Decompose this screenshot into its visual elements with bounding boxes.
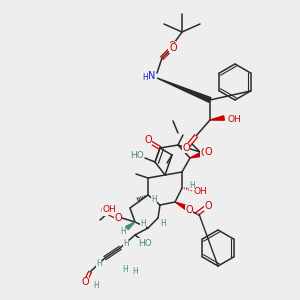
Text: H: H [93,281,99,290]
Polygon shape [175,202,188,210]
Text: O: O [169,43,177,53]
Polygon shape [210,116,224,120]
Text: H: H [151,196,157,205]
Text: HO: HO [138,238,152,247]
Text: OH: OH [102,206,116,214]
Polygon shape [190,152,203,158]
Text: HO: HO [130,152,144,160]
Text: O: O [200,148,208,158]
Text: OH: OH [193,188,207,196]
Text: O: O [114,213,122,223]
Polygon shape [126,222,135,230]
Text: H: H [132,268,138,277]
Text: O: O [81,277,89,287]
Text: O: O [144,135,152,145]
Text: H: H [123,239,129,248]
Text: H: H [122,266,128,274]
Text: H: H [140,218,146,227]
Text: H: H [160,220,166,229]
Text: H: H [189,181,195,190]
Text: O: O [204,147,212,157]
Text: N: N [148,71,156,81]
Text: H: H [96,260,102,268]
Text: O: O [168,41,176,51]
Text: H: H [120,227,126,236]
Polygon shape [157,78,211,102]
Text: O: O [185,205,193,215]
Text: O: O [100,206,108,216]
Text: H: H [142,74,148,82]
Text: OH: OH [228,116,242,124]
Text: O: O [182,143,190,153]
Text: O: O [204,201,212,211]
